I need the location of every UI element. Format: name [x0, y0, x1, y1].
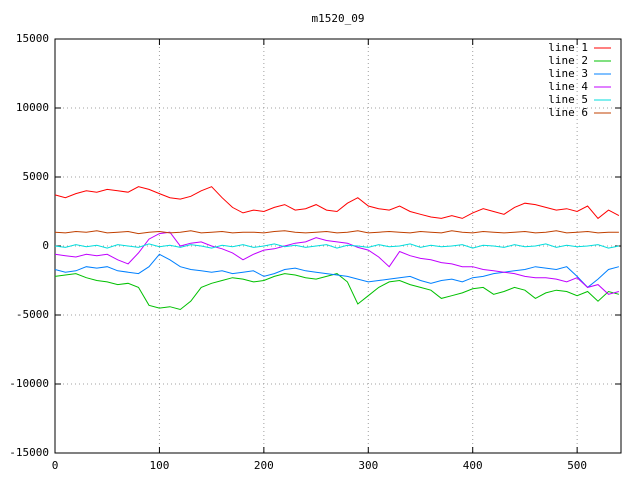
x-tick-label: 200 — [254, 459, 274, 472]
series-line — [54, 243, 619, 249]
series-line — [54, 230, 619, 235]
y-tick-label: 0 — [42, 239, 49, 252]
legend-label: line 3 — [548, 67, 588, 80]
y-tick-label: -15000 — [9, 446, 49, 459]
y-tick-label: 15000 — [16, 32, 49, 45]
x-tick-label: 100 — [149, 459, 169, 472]
legend-label: line 5 — [548, 93, 588, 106]
chart-title: m1520_09 — [312, 12, 365, 25]
x-tick-label: 400 — [463, 459, 483, 472]
x-tick-label: 500 — [567, 459, 587, 472]
y-tick-label: 5000 — [23, 170, 50, 183]
series-line — [54, 231, 620, 295]
y-tick-label: -10000 — [9, 377, 49, 390]
legend-label: line 4 — [548, 80, 588, 93]
legend-label: line 1 — [548, 41, 588, 54]
y-tick-label: -5000 — [16, 308, 49, 321]
legend-label: line 6 — [548, 106, 588, 119]
series-line — [54, 253, 620, 289]
x-tick-label: 300 — [358, 459, 378, 472]
series-line — [54, 186, 620, 220]
legend-label: line 2 — [548, 54, 588, 67]
x-tick-label: 0 — [52, 459, 59, 472]
y-tick-label: 10000 — [16, 101, 49, 114]
series-line — [54, 273, 620, 311]
